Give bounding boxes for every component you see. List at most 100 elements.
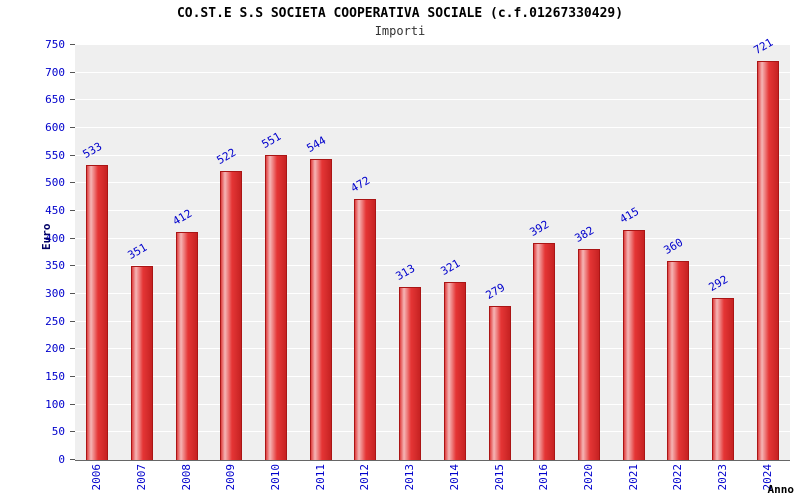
y-tick-mark (70, 237, 75, 239)
x-axis-title: Anno (767, 483, 795, 496)
gridline (75, 99, 790, 101)
y-tick-label: 350 (45, 259, 65, 273)
plot-area: 533 351 412 522 551 544 472 313 321 279 392 382 415 3… (75, 36, 790, 461)
bar (711, 298, 734, 460)
y-tick-label: 200 (45, 342, 65, 356)
x-tick-label: 2008 (179, 464, 193, 491)
chart-title: CO.ST.E S.S SOCIETA COOPERATIVA SOCIALE … (176, 6, 624, 21)
bar (220, 171, 243, 460)
x-tick-label: 2023 (715, 464, 729, 491)
bar-value-label: 279 (483, 280, 507, 302)
y-tick-mark (70, 265, 75, 267)
bar-value-label: 415 (617, 205, 641, 227)
bar-value-label: 351 (125, 240, 150, 262)
bar-value-label: 321 (438, 257, 463, 279)
gridline (75, 237, 790, 239)
y-tick-mark (70, 154, 75, 156)
bar (667, 260, 690, 460)
y-axis-title: Euro (40, 223, 53, 251)
gridline (75, 210, 790, 211)
y-tick-label: 150 (45, 370, 65, 383)
y-tick-mark (70, 459, 75, 460)
bar (399, 286, 422, 460)
bar (175, 232, 198, 460)
bar (309, 159, 332, 460)
gridline (75, 154, 790, 156)
y-tick-label: 400 (45, 231, 65, 245)
y-tick-label: 250 (45, 314, 65, 328)
x-tick-label: 2015 (492, 464, 506, 491)
gridline (75, 71, 790, 73)
y-tick-mark (70, 403, 75, 405)
x-tick-label: 2006 (90, 464, 104, 491)
gridline (75, 265, 790, 267)
y-tick-mark (70, 71, 75, 73)
x-tick-label: 2011 (313, 464, 327, 491)
x-tick-label: 2007 (135, 464, 149, 491)
y-tick-mark (70, 182, 75, 184)
y-tick-mark (70, 293, 75, 294)
y-tick-mark (70, 44, 75, 45)
x-tick-label: 2010 (269, 464, 283, 491)
x-tick-label: 2014 (447, 464, 461, 491)
gridline (75, 293, 790, 294)
bar-value-label: 551 (259, 129, 284, 152)
y-tick-mark (70, 376, 75, 377)
y-tick-label: 550 (45, 148, 65, 162)
bar-value-label: 360 (661, 235, 686, 257)
x-tick-label: 2022 (671, 464, 685, 491)
y-tick-label: 600 (45, 121, 65, 134)
chart-subtitle: Importi (374, 24, 426, 38)
x-tick-label: 2012 (358, 464, 372, 491)
y-tick-mark (70, 127, 75, 128)
x-tick-label: 2013 (403, 464, 417, 491)
x-axis: 2006 2007 2008 2009 2010 2011 2012 2013 2014 2015… (75, 461, 790, 500)
gridline (75, 44, 790, 45)
bar-value-label: 392 (527, 217, 552, 240)
bar (622, 230, 645, 460)
y-tick-label: 0 (58, 453, 65, 466)
gridline (75, 182, 790, 184)
y-tick-label: 50 (51, 425, 65, 439)
bar-value-label: 522 (214, 145, 239, 168)
x-tick-label: 2021 (626, 464, 640, 491)
x-tick-label: 2009 (224, 464, 238, 491)
bar-value-label: 382 (572, 223, 597, 245)
bar (265, 155, 288, 460)
x-tick-label: 2016 (537, 464, 551, 491)
y-tick-label: 100 (45, 397, 65, 411)
y-tick-mark (70, 431, 75, 433)
bar-value-label: 533 (80, 139, 105, 162)
bar (354, 198, 377, 460)
bar-value-label: 292 (706, 273, 731, 295)
y-axis: 0 50 100 150 200 250 300 350 400 450 500 550 600 650 7… (0, 38, 75, 466)
y-tick-label: 700 (45, 65, 65, 79)
bar (533, 243, 556, 460)
y-tick-label: 300 (45, 287, 65, 300)
y-tick-mark (70, 320, 75, 322)
y-tick-label: 500 (45, 176, 65, 190)
y-tick-mark (70, 210, 75, 211)
x-tick-label: 2020 (581, 464, 595, 491)
bar-value-label: 544 (304, 133, 328, 155)
bar-value-label: 472 (348, 173, 373, 195)
bar (86, 165, 109, 460)
gridline (75, 348, 790, 350)
bar (577, 248, 600, 460)
y-tick-mark (70, 348, 75, 350)
gridline (75, 376, 790, 377)
y-tick-label: 450 (45, 204, 65, 217)
gridline (75, 127, 790, 128)
gridline (75, 431, 790, 433)
gridline (75, 403, 790, 405)
bar-value-label: 721 (751, 35, 775, 58)
bar (443, 282, 466, 460)
gridline (75, 320, 790, 322)
bar (488, 305, 511, 460)
bar (131, 265, 154, 460)
y-tick-mark (70, 99, 75, 101)
y-tick-label: 650 (45, 93, 65, 107)
y-tick-label: 750 (45, 38, 65, 51)
bar (756, 61, 779, 460)
